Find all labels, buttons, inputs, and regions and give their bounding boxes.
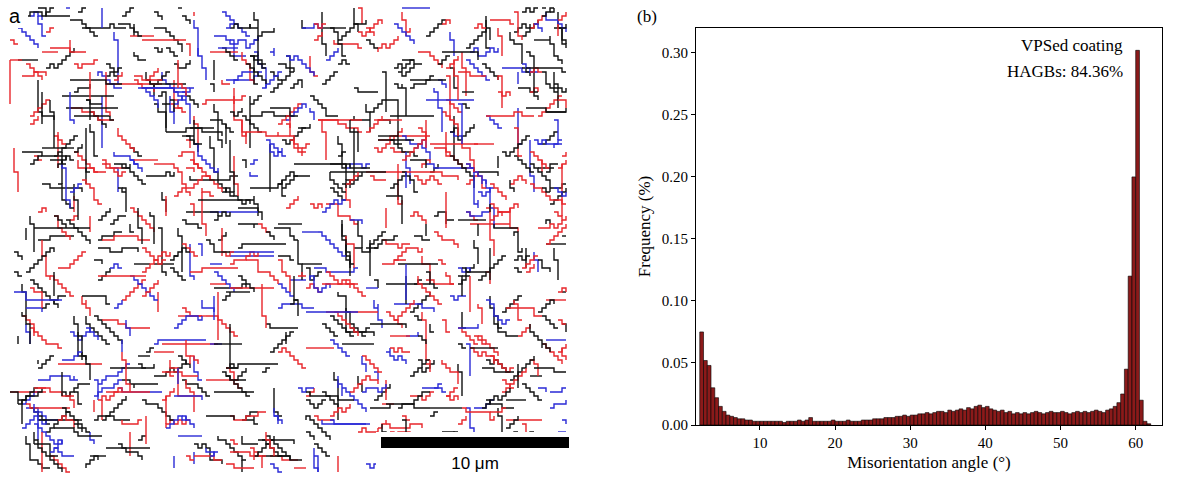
svg-text:0.10: 0.10 — [662, 293, 688, 309]
svg-text:50: 50 — [1053, 435, 1068, 451]
svg-text:(b): (b) — [637, 7, 657, 26]
svg-text:60: 60 — [1128, 435, 1143, 451]
svg-text:0.15: 0.15 — [662, 231, 688, 247]
svg-text:Frequency (%): Frequency (%) — [635, 176, 654, 278]
svg-text:0.05: 0.05 — [662, 355, 688, 371]
svg-text:0.30: 0.30 — [662, 45, 688, 61]
svg-text:40: 40 — [978, 435, 993, 451]
svg-text:0.25: 0.25 — [662, 107, 688, 123]
svg-text:a: a — [9, 5, 21, 27]
svg-text:10: 10 — [752, 435, 767, 451]
svg-text:0.20: 0.20 — [662, 169, 688, 185]
svg-text:Misorientation angle (°): Misorientation angle (°) — [847, 453, 1011, 472]
svg-text:HAGBs: 84.36%: HAGBs: 84.36% — [1007, 62, 1123, 81]
svg-text:VPSed coating: VPSed coating — [1021, 36, 1123, 55]
svg-text:10 μm: 10 μm — [451, 454, 499, 473]
svg-text:30: 30 — [903, 435, 918, 451]
svg-text:20: 20 — [828, 435, 843, 451]
svg-text:0.00: 0.00 — [662, 417, 688, 433]
